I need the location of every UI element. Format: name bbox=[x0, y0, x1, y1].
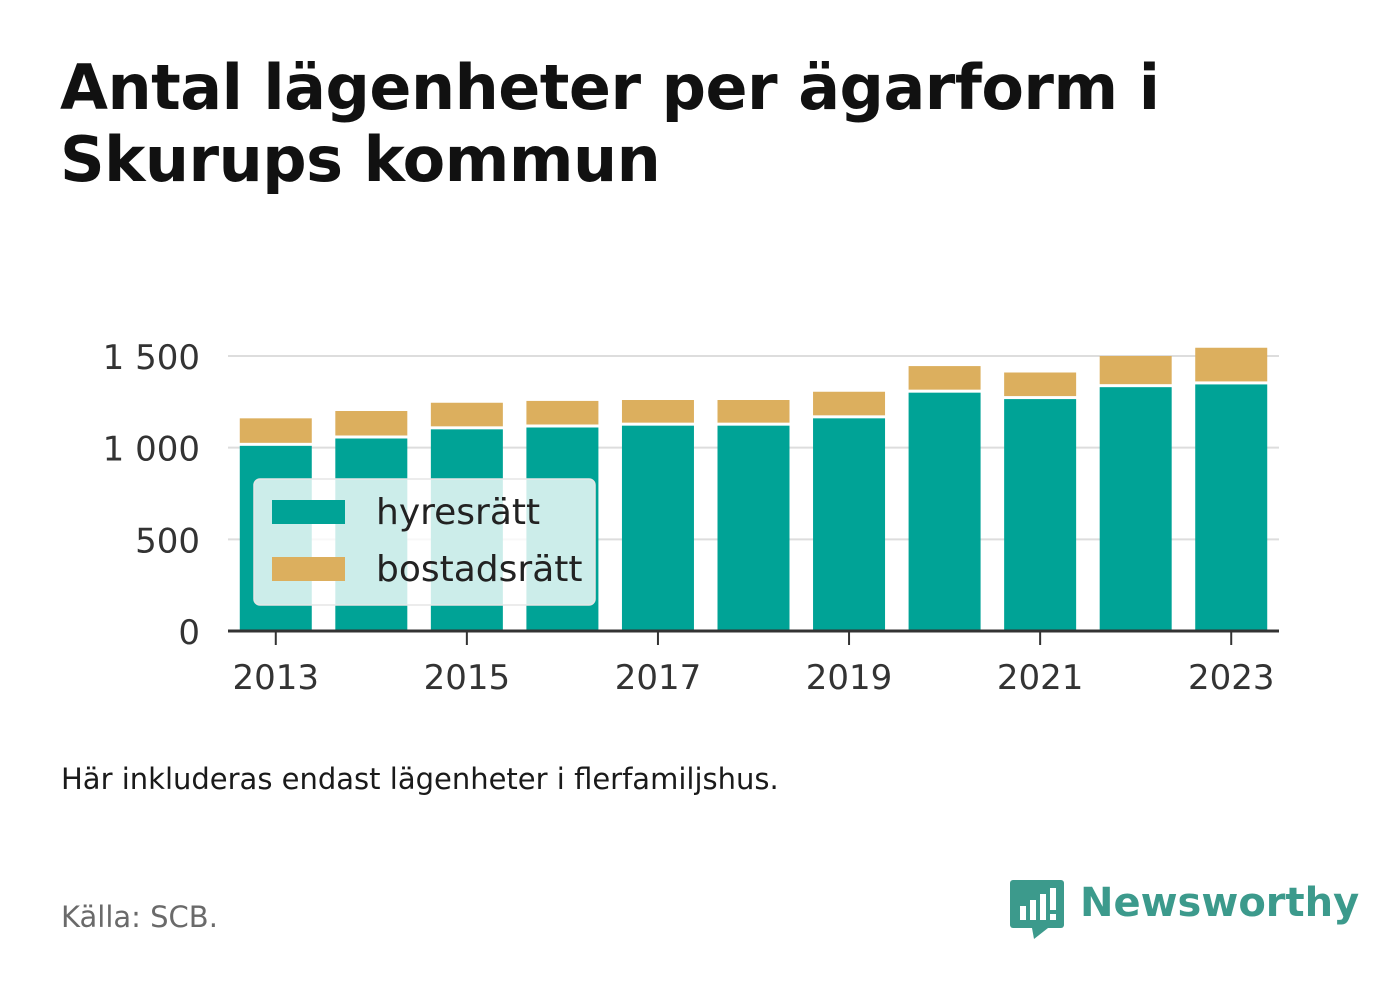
bar-bostadsratt bbox=[813, 391, 886, 416]
y-tick-label: 1 500 bbox=[103, 338, 200, 378]
bar-hyresratt bbox=[908, 392, 981, 631]
x-tick-label: 2023 bbox=[1188, 658, 1275, 698]
bar-bostadsratt bbox=[908, 366, 981, 390]
y-tick-label: 500 bbox=[135, 521, 200, 561]
bar-bostadsratt bbox=[621, 400, 694, 423]
brand-name: Newsworthy bbox=[1080, 880, 1360, 926]
bar-bostadsratt bbox=[1099, 356, 1172, 385]
bar-bostadsratt bbox=[1004, 372, 1077, 397]
y-tick-label: 1 000 bbox=[103, 430, 200, 470]
legend-label-bostadsratt: bostadsrätt bbox=[376, 549, 583, 590]
bar-bostadsratt bbox=[717, 400, 790, 423]
bar-hyresratt bbox=[1195, 384, 1268, 631]
x-axis-ticks: 2013 2015 2017 2019 2021 2023 bbox=[233, 631, 1275, 698]
legend-swatch-hyresratt bbox=[272, 500, 345, 524]
bar-hyresratt bbox=[813, 418, 886, 631]
x-tick-label: 2019 bbox=[806, 658, 893, 698]
newsworthy-logo-icon bbox=[1010, 880, 1064, 939]
bar-hyresratt bbox=[621, 425, 694, 631]
bar-hyresratt bbox=[1004, 399, 1077, 631]
bar-bostadsratt bbox=[1195, 347, 1268, 382]
bar-bostadsratt bbox=[239, 418, 312, 443]
legend-swatch-bostadsratt bbox=[272, 557, 345, 581]
x-tick-label: 2021 bbox=[997, 658, 1084, 698]
bar-hyresratt bbox=[1099, 387, 1172, 631]
chart-note: Här inkluderas endast lägenheter i flerf… bbox=[61, 762, 779, 796]
x-tick-label: 2017 bbox=[615, 658, 702, 698]
source-label: Källa: SCB. bbox=[61, 900, 218, 934]
bar-bostadsratt bbox=[335, 411, 408, 436]
newsworthy-brand[interactable]: Newsworthy bbox=[1008, 876, 1359, 946]
bar-bostadsratt bbox=[526, 400, 599, 425]
chart-title: Antal lägenheter per ägarform i Skurups … bbox=[60, 51, 1160, 196]
x-tick-label: 2013 bbox=[233, 658, 320, 698]
legend-label-hyresratt: hyresrätt bbox=[376, 492, 540, 533]
bar-hyresratt bbox=[717, 425, 790, 631]
bar-bostadsratt bbox=[430, 402, 503, 427]
y-axis-ticks: 0 500 1 000 1 500 bbox=[103, 338, 200, 653]
y-tick-label: 0 bbox=[178, 613, 200, 653]
legend: hyresrätt bostadsrätt bbox=[253, 478, 596, 606]
x-tick-label: 2015 bbox=[424, 658, 511, 698]
